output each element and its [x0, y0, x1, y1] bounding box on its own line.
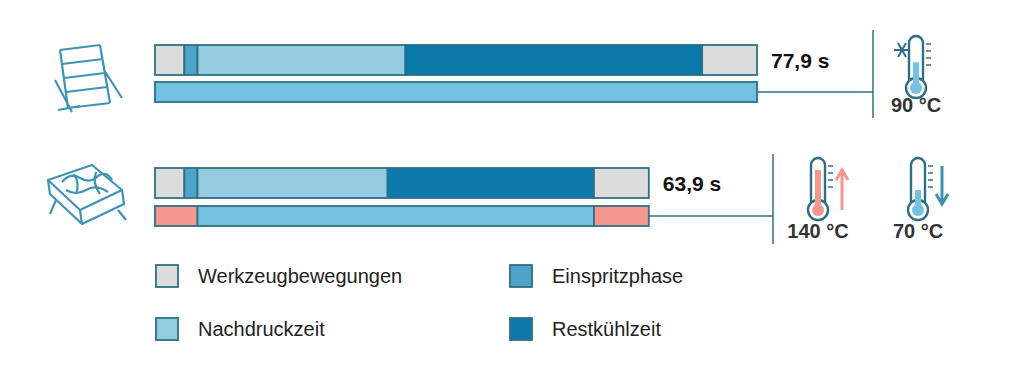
temperature-segment	[198, 206, 594, 226]
legend-label: Einspritzphase	[552, 265, 683, 287]
temperature-label: 140 °C	[787, 220, 848, 242]
phase-segment	[405, 45, 702, 75]
cycle-row: 63,9 s 140 °C 70 °C	[48, 154, 948, 244]
snowflake	[898, 43, 906, 57]
connector	[757, 91, 873, 93]
phase-segment	[594, 168, 649, 198]
thermometer: 70 °C	[893, 158, 948, 242]
thermometer-scale	[928, 172, 933, 174]
part-icon	[55, 45, 122, 112]
phase-segment	[388, 168, 594, 198]
legend-swatch	[510, 265, 532, 287]
thermometer-scale	[926, 43, 931, 45]
thermometer: 140 °C	[787, 158, 848, 242]
legend-swatch	[156, 318, 178, 340]
thermometer: 90 °C	[891, 36, 941, 116]
chart: 77,9 s 90 °C 63,9 s 140 °C 70 °C Werkzeugbewe…	[0, 0, 1024, 387]
legend-label: Nachdruckzeit	[198, 318, 325, 340]
phase-segment	[184, 168, 197, 198]
thermometer-scale	[926, 50, 931, 52]
phase-segment	[198, 168, 388, 198]
separator	[872, 30, 874, 118]
arrow-up	[836, 170, 848, 210]
thermometer-scale	[828, 172, 833, 174]
legend-label: Restkühlzeit	[552, 318, 661, 340]
phase-segment	[184, 45, 197, 75]
thermometer-bulb-fill	[812, 204, 824, 216]
legend: Werkzeugbewegungen Einspritzphase Nachdruc…	[156, 265, 683, 340]
thermometer-bulb-fill	[912, 204, 924, 216]
thermometer-bulb-fill	[910, 82, 922, 94]
snowflake	[898, 43, 906, 57]
part-icon	[48, 165, 126, 224]
cycle-time-label: 63,9 s	[663, 172, 721, 195]
legend-label: Werkzeugbewegungen	[198, 265, 402, 287]
thermometer-scale	[928, 165, 933, 167]
thermometer-scale	[926, 57, 931, 59]
legend-swatch	[156, 265, 178, 287]
thermometer-scale	[928, 179, 933, 181]
cycle-row: 77,9 s 90 °C	[55, 30, 941, 118]
arrow-down	[936, 166, 948, 204]
temperature-label: 90 °C	[891, 94, 941, 116]
thermometer-scale	[928, 186, 933, 188]
legend-swatch	[510, 318, 532, 340]
connector	[649, 215, 773, 217]
phase-segment	[155, 168, 184, 198]
temperature-segment	[155, 206, 198, 226]
temperature-segment	[594, 206, 649, 226]
phase-segment	[198, 45, 406, 75]
thermometer-scale	[926, 64, 931, 66]
separator	[772, 154, 774, 244]
phase-segment	[155, 45, 184, 75]
thermometer-scale	[828, 179, 833, 181]
phase-segment	[702, 45, 757, 75]
temperature-label: 70 °C	[893, 220, 943, 242]
temperature-segment	[155, 82, 757, 102]
thermometer-scale	[828, 165, 833, 167]
cycle-time-label: 77,9 s	[771, 49, 829, 72]
thermometer-scale	[828, 186, 833, 188]
